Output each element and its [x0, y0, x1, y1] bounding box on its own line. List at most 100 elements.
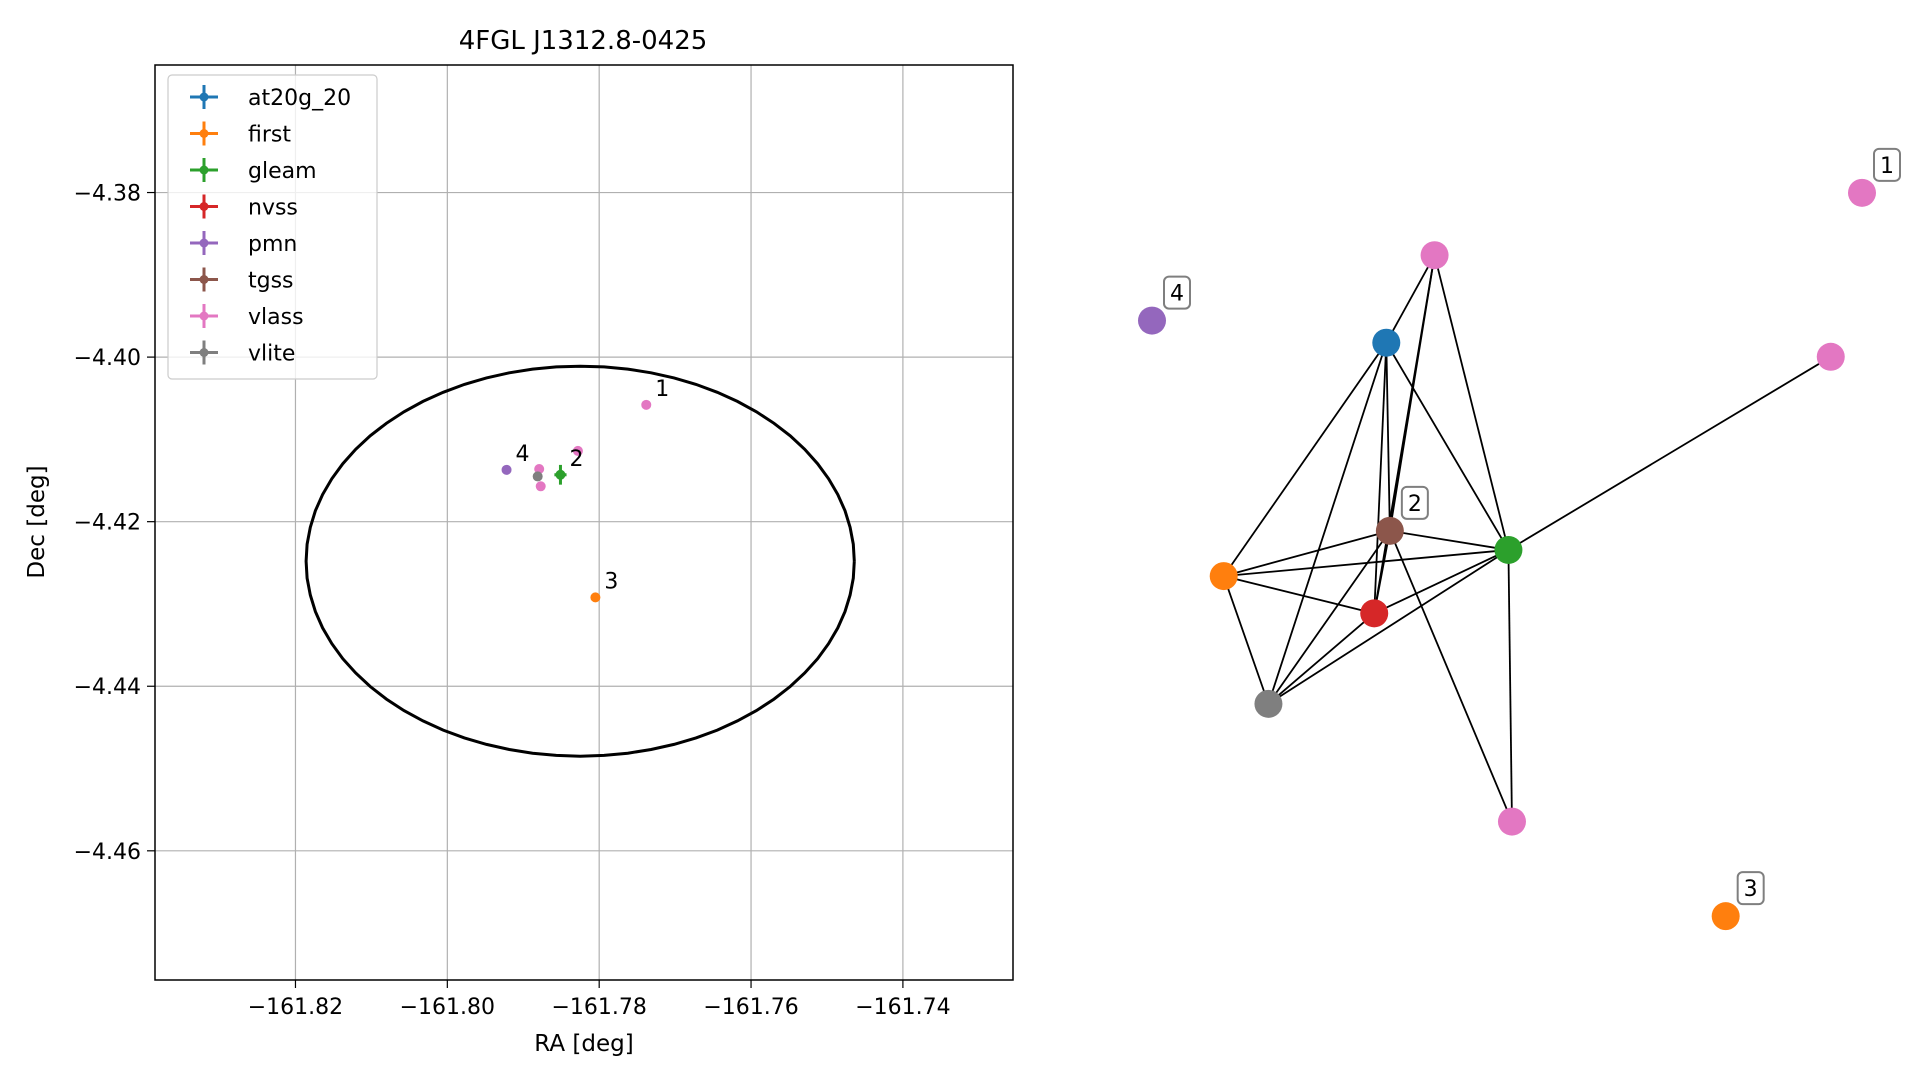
legend-marker-dot [199, 311, 209, 321]
network-edge [1373, 255, 1436, 614]
legend-label: vlass [248, 305, 304, 330]
y-axis-ticks: −4.38 −4.40 −4.42 −4.44 −4.46 [74, 182, 155, 865]
network-edge [1267, 612, 1375, 705]
legend-label: vlite [248, 342, 295, 367]
legend-label: nvss [248, 196, 298, 221]
ellipse-layer [304, 364, 856, 758]
legend-marker-dot [199, 202, 209, 211]
network-edge [1222, 342, 1388, 577]
point-vlass [641, 399, 652, 410]
x-tick-label: −161.74 [855, 995, 950, 1020]
point-vlite [532, 471, 543, 482]
x-tick-label: −161.78 [551, 995, 646, 1020]
network-edge [1385, 342, 1391, 531]
legend-box [167, 74, 378, 380]
point-vlass [572, 445, 583, 456]
network-panel: 4 2 1 3 [1138, 147, 1901, 931]
node-first_far [1711, 902, 1740, 931]
legend-entry-nvss: nvss [190, 194, 298, 221]
legend-marker-dot [199, 92, 209, 102]
network-edge [1385, 342, 1510, 551]
point-vlass [534, 464, 545, 475]
node-nvss [1360, 599, 1389, 628]
node-label: 1 [1880, 154, 1894, 179]
y-tick-label: −4.40 [74, 346, 141, 371]
node-vlite [1254, 689, 1283, 718]
legend-entry-vlite: vlite [190, 340, 295, 367]
network-edge [1222, 575, 1270, 705]
legend-entry-gleam: gleam [190, 158, 317, 184]
legend-label: gleam [248, 159, 317, 184]
node-pmn [1138, 306, 1166, 335]
annotations-layer: 1 2 3 4 [516, 377, 670, 595]
legend-label: tgss [248, 269, 294, 294]
network-edge [1267, 549, 1509, 705]
node-label: 2 [1408, 492, 1422, 517]
x-tick-label: −161.82 [248, 995, 343, 1020]
legend-entry-vlass: vlass [190, 304, 304, 330]
network-edge [1223, 549, 1509, 577]
legend-marker-dot [199, 129, 209, 138]
network-edge [1223, 575, 1375, 615]
legend-marker-dot [199, 348, 209, 357]
legend-entry-first: first [190, 121, 291, 148]
network-edge [1507, 549, 1513, 822]
y-tick-label: −4.46 [74, 840, 141, 865]
point-pmn [501, 464, 512, 475]
node-tgss [1375, 516, 1404, 545]
y-axis-label: Dec [deg] [24, 465, 50, 578]
node-label-box: 2 [1400, 485, 1429, 520]
network-edge [1389, 530, 1513, 822]
network-nodes [1138, 178, 1876, 931]
legend-label: at20g_20 [248, 86, 351, 111]
network-edge [1433, 254, 1510, 551]
network-edge [1223, 529, 1391, 577]
network-edge [1385, 254, 1436, 344]
node-label-frame [1400, 485, 1429, 520]
legend-entry-pmn: pmn [190, 231, 297, 257]
node-label: 3 [1744, 877, 1758, 902]
point-annotation: 3 [604, 569, 618, 594]
node-at20g [1372, 328, 1401, 357]
network-edge [1373, 342, 1388, 614]
x-axis-ticks: −161.82 −161.80 −161.78 −161.76 −161.74 [248, 980, 951, 1020]
legend-marker-dot [199, 165, 209, 175]
node-label-frame [1163, 275, 1191, 310]
y-tick-label: −4.38 [74, 182, 141, 207]
plot-frame [154, 64, 1014, 981]
node-label-frame [1873, 147, 1901, 182]
scatter-panel: 4FGL J1312.8-0425 1 2 3 4 −161.82 −161.80 −16… [24, 26, 1014, 1057]
legend-marker-dot [199, 275, 209, 284]
network-edge [1507, 356, 1832, 551]
x-tick-label: −161.80 [400, 995, 495, 1020]
node-label-frame [1736, 871, 1765, 906]
x-axis-label: RA [deg] [534, 1031, 633, 1057]
node-first_a [1209, 562, 1238, 591]
node-vlass_far [1848, 178, 1876, 207]
node-vlass_top [1420, 241, 1449, 270]
point-first [590, 592, 601, 603]
y-tick-label: −4.44 [74, 675, 141, 700]
network-edge [1389, 529, 1509, 551]
chart-title: 4FGL J1312.8-0425 [459, 26, 708, 56]
point-annotation: 1 [655, 377, 669, 402]
legend-marker-dot [199, 238, 209, 248]
point-annotation: 4 [516, 442, 530, 467]
legend-label: pmn [248, 232, 297, 257]
network-edge [1267, 342, 1388, 705]
node-label: 4 [1170, 282, 1184, 307]
node-label-box: 4 [1163, 275, 1191, 310]
node-vlass_right [1816, 342, 1845, 371]
points-layer [501, 399, 652, 603]
network-edges [1222, 254, 1832, 822]
legend-label: first [248, 123, 291, 148]
error-ellipse [304, 364, 856, 758]
legend-entry-tgss: tgss [190, 267, 294, 294]
node-label-box: 1 [1873, 147, 1901, 182]
network-edge [1267, 530, 1391, 705]
point-annotation: 2 [569, 447, 583, 472]
node-vlass_bottom [1497, 807, 1526, 836]
